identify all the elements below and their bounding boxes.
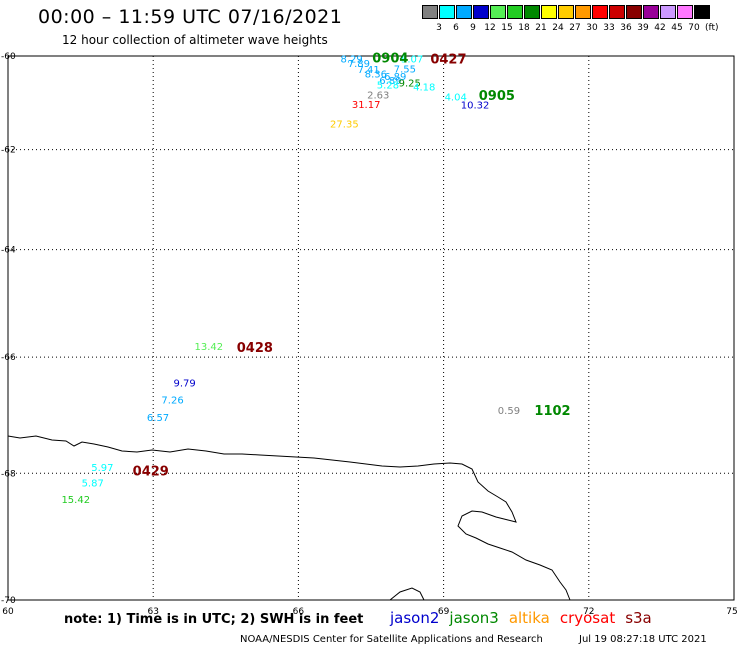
color-swatch xyxy=(643,5,659,19)
latitude-ticks: -60 -62 -64 -66 -68 -70 xyxy=(1,52,16,606)
wave-height-value: 5.87 xyxy=(82,478,104,489)
color-scale-label: 9 xyxy=(470,23,476,33)
color-swatch xyxy=(490,5,506,19)
color-swatch xyxy=(609,5,625,19)
wave-height-value: 6.57 xyxy=(147,413,169,424)
wave-height-value: 7.55 xyxy=(394,64,416,75)
color-swatch xyxy=(592,5,608,19)
observation-labels: 8.297.897.418.36 5.077.556.896.899.255.28… xyxy=(61,54,520,506)
track-time-label: 0427 xyxy=(430,52,466,67)
track-time-label: 1102 xyxy=(534,404,570,419)
map-grid xyxy=(8,56,734,600)
wave-height-value: 7.41 xyxy=(357,65,379,76)
color-swatch xyxy=(456,5,472,19)
color-swatch xyxy=(439,5,455,19)
track-time-label: 0428 xyxy=(237,341,273,356)
wave-height-value: 6.89 xyxy=(384,72,406,83)
wave-height-value: 0.59 xyxy=(498,406,520,417)
y-tick-label: -68 xyxy=(1,469,16,479)
coastline xyxy=(7,435,571,601)
color-swatch xyxy=(507,5,523,19)
color-scale-label: 12 xyxy=(484,23,496,33)
wave-height-value: 4.04 xyxy=(445,92,467,103)
color-swatch xyxy=(541,5,557,19)
wave-height-value: 7.89 xyxy=(348,59,370,70)
track-time-label: 0905 xyxy=(479,89,515,104)
color-swatch xyxy=(694,5,710,19)
wave-height-value: 9.79 xyxy=(174,378,196,389)
color-scale-label: 39 xyxy=(637,23,649,33)
wave-height-value: 5.28 xyxy=(377,80,399,91)
color-scale-label: 6 xyxy=(453,23,459,33)
color-swatch xyxy=(626,5,642,19)
x-tick-label: 66 xyxy=(293,607,305,617)
color-scale-unit: (ft) xyxy=(705,23,719,33)
color-swatch xyxy=(575,5,591,19)
color-swatch xyxy=(677,5,693,19)
wave-height-value: 9.25 xyxy=(399,79,421,90)
y-tick-label: -70 xyxy=(1,596,16,606)
wave-height-value: 8.29 xyxy=(341,54,363,65)
wave-height-value: 7.26 xyxy=(161,396,183,407)
color-scale-label: 24 xyxy=(552,23,564,33)
color-scale-label: 45 xyxy=(671,23,683,33)
wave-height-value: 5.07 xyxy=(401,54,423,65)
map-frame xyxy=(7,55,735,601)
color-scale-label: 70 xyxy=(688,23,700,33)
color-swatch xyxy=(558,5,574,19)
longitude-ticks: 60 63 66 69 72 75 xyxy=(2,607,737,617)
footer-note: note: 1) Time is in UTC; 2) SWH is in fe… xyxy=(64,612,364,627)
track-time-label: 0429 xyxy=(133,464,169,479)
color-scale-label: 18 xyxy=(518,23,530,33)
color-swatch xyxy=(422,5,438,19)
color-swatch xyxy=(473,5,489,19)
x-tick-label: 60 xyxy=(2,607,14,617)
page-title: 00:00 – 11:59 UTC 07/16/2021 xyxy=(38,6,343,28)
color-scale-label: 30 xyxy=(586,23,598,33)
track-time-label: 0904 xyxy=(372,51,408,66)
wave-height-value: 2.63 xyxy=(367,91,389,102)
wave-height-value: 5.97 xyxy=(91,463,113,474)
wave-height-value: 4.18 xyxy=(413,83,435,94)
legend-s3a: s3a xyxy=(625,609,652,627)
legend-cryosat: cryosat xyxy=(559,609,616,627)
wave-height-value: 13.42 xyxy=(195,342,224,353)
x-tick-label: 75 xyxy=(726,607,737,617)
color-swatch xyxy=(660,5,676,19)
color-scale-label: 33 xyxy=(603,23,615,33)
color-scale-label: 27 xyxy=(569,23,581,33)
wave-height-value: 31.17 xyxy=(352,100,381,111)
y-tick-label: -64 xyxy=(1,246,16,256)
x-tick-label: 63 xyxy=(147,607,158,617)
color-swatch xyxy=(524,5,540,19)
color-scale-label: 3 xyxy=(436,23,442,33)
color-scale-label: 21 xyxy=(535,23,547,33)
color-scale-label: 15 xyxy=(501,23,513,33)
wave-height-value: 15.42 xyxy=(61,495,90,506)
y-tick-label: -62 xyxy=(1,146,16,156)
footer-date: Jul 19 08:27:18 UTC 2021 xyxy=(579,634,707,645)
legend-jason3: jason3 xyxy=(449,609,499,627)
x-tick-label: 72 xyxy=(583,607,594,617)
color-scale-label: 42 xyxy=(654,23,666,33)
footer-credit: NOAA/NESDIS Center for Satellite Applica… xyxy=(240,634,543,645)
satellite-legend: jason2 jason3 altika cryosat s3a xyxy=(390,609,662,627)
page-subtitle: 12 hour collection of altimeter wave hei… xyxy=(62,33,328,47)
legend-altika: altika xyxy=(508,609,550,627)
coastline-south xyxy=(389,587,425,601)
y-tick-label: -60 xyxy=(1,52,16,62)
wave-height-value: 6.89 xyxy=(379,76,401,87)
wave-height-value: 27.35 xyxy=(330,119,359,130)
x-tick-label: 69 xyxy=(438,607,450,617)
color-scale-label: 36 xyxy=(620,23,632,33)
track-labels: 0904 0427 0905 0428 0429 1102 xyxy=(133,51,571,479)
y-tick-label: -66 xyxy=(1,353,16,363)
wave-height-value: 10.32 xyxy=(461,100,490,111)
legend-jason2: jason2 xyxy=(390,609,440,627)
wave-height-value: 8.36 xyxy=(365,69,387,80)
